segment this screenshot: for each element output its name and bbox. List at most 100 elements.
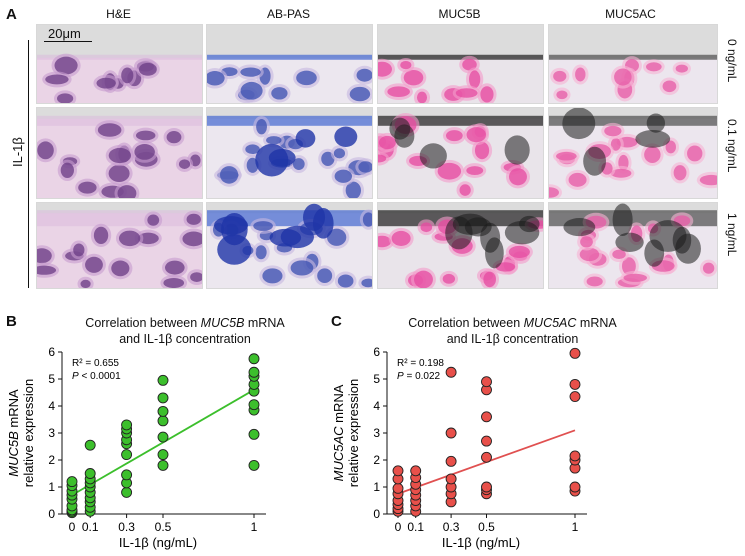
micro-nucleus	[108, 147, 132, 164]
chart-b-y-tick-label: 4	[48, 399, 55, 413]
chart-c-data-point	[481, 481, 492, 493]
micro-mucin-granule	[302, 203, 326, 231]
chart-b-y-tick-label: 1	[48, 480, 55, 494]
chart-c-y-tick-label: 3	[373, 426, 380, 440]
micro-nucleus	[579, 247, 600, 262]
micro-mucin-granule	[675, 233, 701, 264]
micro-nucleus	[356, 68, 372, 82]
chart-c-data-point	[569, 450, 581, 462]
chart-c-data-point	[481, 411, 492, 423]
micro-nucleus	[317, 268, 333, 284]
chart-b-x-tick-label: 0.1	[82, 520, 99, 534]
treatment-label: IL-1β	[10, 137, 25, 167]
micro-nucleus	[37, 265, 57, 275]
micro-nucleus	[78, 181, 97, 194]
chart-c-data-point	[445, 455, 457, 467]
micro-nucleus	[54, 56, 78, 75]
micro-nucleus	[85, 256, 103, 273]
micro-nucleus	[459, 184, 471, 196]
chart-c-x-tick-label: 0.3	[443, 520, 460, 534]
micro-nucleus	[271, 87, 288, 100]
micrograph-abpas-row2	[206, 202, 373, 289]
micro-nucleus	[117, 185, 137, 198]
chart-b-title-suffix: mRNA	[244, 316, 285, 330]
micro-nucleus	[147, 214, 160, 226]
micro-mucin-granule	[519, 215, 540, 233]
chart-b-y-tick-label: 0	[48, 507, 55, 521]
column-title-he: H&E	[106, 7, 131, 21]
chart-c-stat-p: P = 0.022	[397, 371, 441, 382]
micro-nucleus	[623, 273, 648, 282]
panel-a-letter: A	[6, 6, 17, 23]
micro-nucleus	[207, 71, 225, 86]
chart-c-y-tick-label: 5	[373, 372, 380, 386]
micro-nucleus	[445, 130, 463, 142]
micro-nucleus	[60, 162, 74, 179]
micro-nucleus	[111, 260, 130, 277]
micro-nucleus	[80, 279, 91, 288]
micro-nucleus	[474, 141, 490, 160]
chart-c-title-prefix: Correlation between	[408, 316, 524, 330]
micro-nucleus	[549, 187, 559, 198]
micro-nucleus	[665, 140, 676, 154]
micro-nucleus	[556, 90, 568, 100]
micro-apical-layer	[37, 115, 202, 126]
chart-c-x-tick-label: 0.1	[407, 520, 424, 534]
micro-nucleus	[361, 278, 372, 288]
micro-nucleus	[420, 222, 433, 233]
micro-nucleus	[687, 145, 703, 162]
micro-nucleus	[56, 93, 74, 103]
chart-c-y-tick-label: 6	[373, 345, 380, 359]
micro-mucin-granule	[221, 212, 248, 246]
chart-b-y-tick-label: 3	[48, 426, 55, 440]
chart-b-stat-p-label: P	[72, 371, 79, 382]
chart-c-title-suffix: mRNA	[576, 316, 617, 330]
micro-apical-layer	[378, 115, 543, 126]
micro-nucleus	[253, 221, 273, 231]
micro-nucleus	[403, 69, 424, 86]
micro-nucleus	[469, 70, 481, 89]
chart-b-data-point	[157, 431, 169, 443]
micro-nucleus	[378, 135, 396, 150]
chart-c-data-point	[569, 391, 581, 402]
chart-b-data-point	[121, 419, 133, 431]
chart-b-data-point	[66, 476, 78, 488]
micro-nucleus	[134, 143, 155, 160]
scale-bar-label: 20μm	[48, 26, 81, 41]
micrograph-muc5b-row0	[377, 24, 544, 104]
micro-nucleus	[73, 243, 85, 257]
micrograph-image	[378, 25, 543, 103]
chart-b-stat-r2: R² = 0.655	[72, 358, 119, 369]
micro-nucleus	[137, 232, 159, 245]
chart-c-data-point	[481, 435, 492, 447]
micro-nucleus	[296, 70, 317, 86]
micro-mucin-granule	[295, 129, 316, 148]
micro-nucleus	[178, 159, 191, 169]
micro-nucleus	[437, 162, 462, 180]
chart-c-data-point	[569, 378, 581, 390]
micro-nucleus	[45, 74, 69, 85]
micro-nucleus	[186, 213, 201, 225]
micro-mucin-granule	[562, 108, 596, 140]
micrograph-image	[207, 25, 372, 103]
chart-b-data-point	[121, 486, 133, 498]
chart-c-title: Correlation between MUC5AC mRNA and IL-1…	[365, 315, 660, 347]
micrograph-image	[37, 108, 202, 198]
micro-nucleus	[462, 58, 477, 71]
chart-b-title-prefix: Correlation between	[85, 316, 201, 330]
chart-b-data-point	[121, 469, 133, 481]
micro-nucleus	[334, 169, 352, 183]
micro-mucin-granule	[646, 113, 666, 133]
micro-mucin-granule	[504, 135, 530, 165]
micrograph-he-row1	[36, 107, 203, 199]
micro-mucin-granule	[394, 124, 415, 148]
micrograph-image	[207, 203, 372, 288]
micro-nucleus	[378, 61, 392, 77]
micro-nucleus	[245, 144, 260, 155]
chart-b-data-point	[157, 392, 169, 404]
micro-nucleus	[391, 230, 411, 246]
chart-c-y-axis-label-line2: relative expression	[346, 379, 361, 487]
column-title-muc5ac: MUC5AC	[605, 7, 656, 21]
micro-nucleus	[256, 118, 267, 135]
chart-b-x-tick-label: 0.3	[118, 520, 135, 534]
